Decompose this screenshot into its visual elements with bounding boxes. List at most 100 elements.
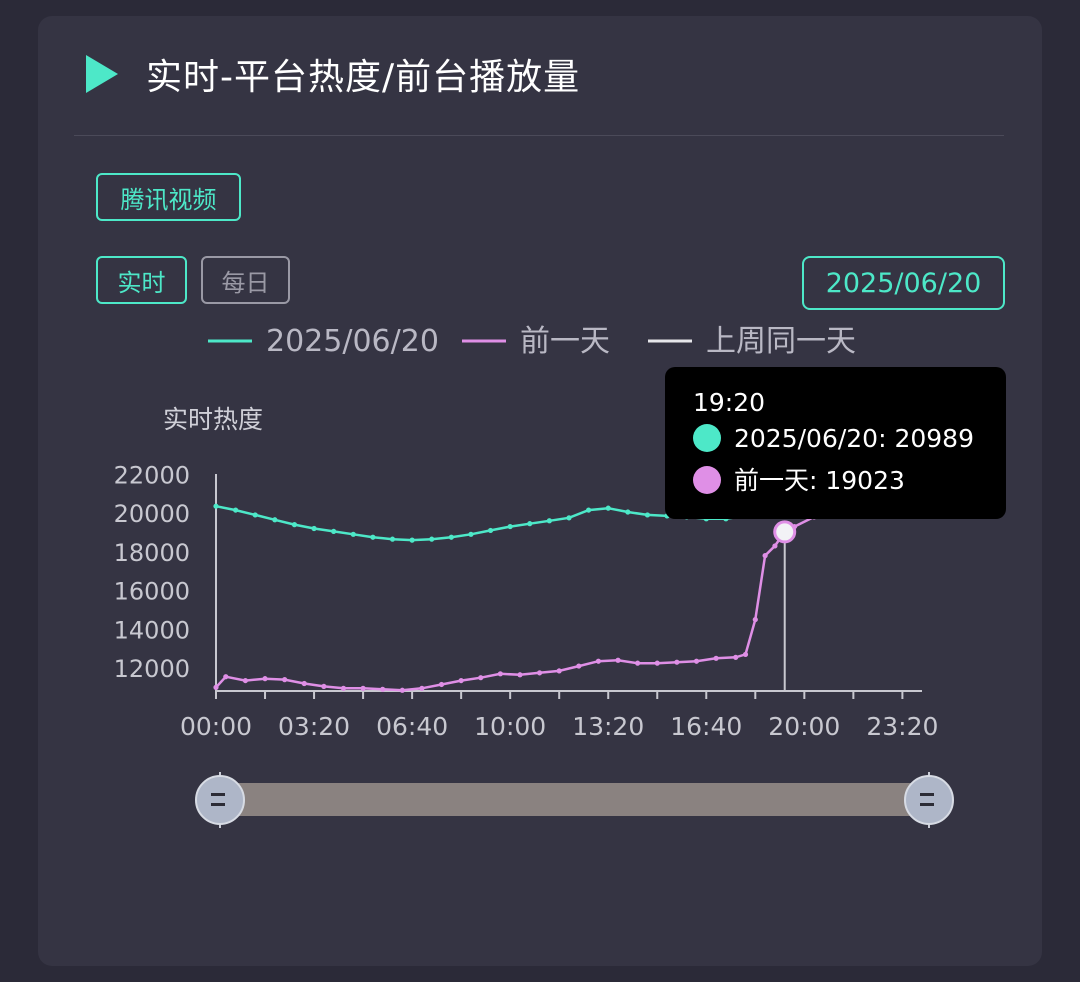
x-tick-label: 20:00	[768, 712, 840, 741]
data-point	[301, 680, 307, 687]
data-point	[576, 663, 582, 669]
tab-realtime[interactable]: 实时	[96, 256, 187, 304]
play-icon	[86, 55, 118, 93]
grip-bar	[211, 793, 225, 796]
section-header: 实时-平台热度/前台播放量	[86, 44, 580, 104]
y-tick-label: 12000	[114, 655, 190, 683]
header-divider	[74, 135, 1004, 136]
legend-label[interactable]: 前一天	[520, 324, 610, 359]
x-tick-label: 06:40	[376, 712, 448, 741]
grip-bar	[920, 793, 934, 796]
data-point	[517, 672, 523, 678]
x-tick-label: 03:20	[278, 712, 350, 741]
data-point	[507, 523, 513, 530]
chart-legend: 2025/06/20 前一天 上周同一天	[208, 324, 856, 359]
data-point	[262, 676, 268, 682]
zoom-handle-right[interactable]	[904, 775, 954, 825]
data-point	[566, 515, 572, 521]
data-point	[360, 685, 366, 691]
y-axis-label: 实时热度	[163, 405, 263, 434]
tooltip-marker	[693, 466, 721, 494]
data-point	[242, 677, 249, 684]
data-point	[282, 677, 288, 683]
hover-point	[773, 520, 797, 544]
y-tick-label: 16000	[114, 578, 190, 606]
data-point	[654, 660, 660, 666]
data-point	[213, 684, 219, 690]
data-point	[595, 658, 602, 664]
data-point	[311, 525, 317, 532]
data-point	[380, 686, 386, 692]
grip-icon	[195, 775, 245, 825]
data-point	[419, 685, 425, 691]
data-point	[321, 683, 327, 690]
data-point	[644, 512, 651, 518]
data-point	[487, 527, 494, 534]
y-tick-label: 14000	[114, 616, 190, 644]
data-point	[350, 531, 356, 537]
tooltip-box	[665, 367, 1006, 519]
data-point	[546, 518, 552, 524]
data-point	[605, 505, 611, 511]
data-point	[233, 507, 239, 513]
zoom-track	[218, 783, 930, 816]
zoom-slider	[195, 772, 954, 828]
date-picker-button[interactable]: 2025/06/20	[802, 256, 1005, 310]
data-point	[625, 509, 631, 515]
x-tick-label: 10:00	[474, 712, 546, 741]
grip-icon	[904, 775, 954, 825]
data-point	[448, 534, 454, 540]
x-tick-label: 13:20	[572, 712, 644, 741]
data-point	[733, 654, 739, 660]
data-point	[527, 521, 533, 527]
y-tick-label: 20000	[114, 500, 190, 528]
data-point	[615, 657, 621, 663]
zoom-handle-left[interactable]	[195, 775, 245, 825]
y-tick-label: 18000	[114, 539, 190, 567]
data-point	[497, 671, 503, 677]
data-point	[213, 503, 219, 509]
x-tick-label: 00:00	[180, 712, 252, 741]
data-point	[438, 681, 445, 688]
data-point	[762, 553, 768, 559]
tooltip: 19:20 2025/06/20: 20989 前一天: 19023	[665, 367, 1006, 519]
data-point	[252, 512, 258, 518]
grip-bar	[920, 803, 934, 806]
legend-label[interactable]: 2025/06/20	[266, 324, 439, 359]
tooltip-time: 19:20	[693, 388, 765, 417]
data-point	[291, 522, 298, 528]
data-point	[272, 517, 278, 523]
tooltip-row: 2025/06/20: 20989	[734, 424, 974, 453]
data-point	[752, 616, 758, 623]
data-point	[478, 675, 484, 681]
data-point	[389, 536, 396, 542]
data-point	[468, 531, 474, 537]
tooltip-marker	[693, 424, 721, 452]
data-point	[331, 528, 337, 535]
data-point	[586, 507, 592, 513]
data-point	[370, 534, 376, 540]
platform-tab-tencent[interactable]: 腾讯视频	[96, 173, 241, 221]
section-title: 实时-平台热度/前台播放量	[146, 57, 581, 98]
x-tick-label: 23:20	[866, 712, 938, 741]
x-tick-label: 16:40	[670, 712, 742, 741]
data-point	[674, 659, 680, 665]
data-point	[536, 670, 543, 676]
tooltip-row: 前一天: 19023	[734, 466, 905, 495]
grip-bar	[211, 803, 225, 806]
data-point	[713, 655, 719, 661]
data-point	[223, 674, 229, 680]
data-point	[399, 687, 405, 693]
data-point	[409, 537, 415, 543]
data-point	[772, 543, 778, 549]
data-point	[556, 668, 562, 674]
data-point	[635, 660, 641, 666]
data-point	[742, 651, 749, 658]
y-tick-label: 22000	[114, 461, 190, 489]
tab-daily[interactable]: 每日	[201, 256, 290, 304]
data-point	[429, 536, 435, 542]
legend-label[interactable]: 上周同一天	[706, 324, 856, 359]
data-point	[340, 685, 347, 691]
data-point	[458, 677, 464, 684]
data-point	[693, 658, 700, 664]
